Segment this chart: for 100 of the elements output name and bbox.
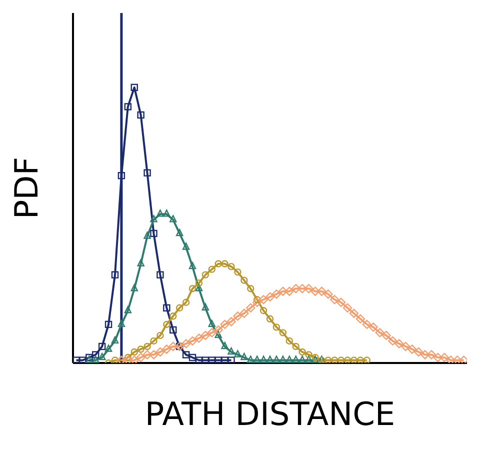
point (228, 262, 235, 270)
point (272, 290, 282, 299)
point (111, 356, 119, 363)
point (118, 320, 126, 328)
point (188, 262, 196, 270)
point (324, 356, 332, 363)
point (221, 342, 228, 350)
point (136, 352, 146, 362)
point (124, 103, 132, 110)
point (162, 344, 172, 354)
point (279, 356, 287, 363)
point (363, 356, 370, 363)
point (137, 259, 144, 266)
point (156, 210, 164, 217)
point (240, 308, 249, 318)
point (433, 352, 443, 362)
point (104, 344, 112, 352)
point (168, 342, 178, 352)
point (304, 284, 314, 294)
point (266, 315, 274, 323)
point (414, 347, 424, 357)
point (150, 215, 158, 222)
point (426, 350, 436, 360)
point (163, 304, 170, 312)
point (350, 356, 358, 363)
point (228, 356, 235, 363)
point (336, 298, 346, 307)
point (130, 284, 138, 292)
point (144, 169, 151, 176)
point (272, 356, 280, 363)
point (156, 347, 165, 357)
point (118, 172, 126, 180)
point (279, 329, 287, 336)
point (292, 342, 300, 350)
point (220, 320, 230, 330)
point (194, 334, 204, 343)
point (375, 328, 384, 338)
point (240, 276, 248, 284)
point (137, 346, 144, 353)
point (176, 304, 184, 312)
point (195, 279, 203, 287)
point (234, 268, 242, 276)
point (291, 284, 300, 294)
point (349, 308, 359, 318)
point (214, 260, 222, 268)
point (362, 320, 372, 330)
y-axis-title: PDF (7, 156, 46, 220)
point (156, 271, 164, 278)
point (266, 356, 274, 363)
point (258, 295, 268, 304)
point (420, 350, 430, 360)
point (272, 324, 280, 331)
point (111, 271, 119, 278)
point (246, 303, 256, 312)
point (208, 266, 216, 273)
point (182, 351, 190, 358)
point (382, 330, 391, 340)
point (207, 328, 216, 338)
point (356, 314, 366, 324)
point (247, 356, 254, 363)
point (181, 339, 191, 348)
point (170, 326, 177, 334)
point (156, 332, 164, 340)
point (286, 337, 293, 345)
point (163, 320, 170, 328)
point (176, 228, 184, 236)
point (240, 352, 248, 360)
point (170, 312, 177, 320)
point (170, 215, 177, 222)
point (286, 356, 293, 363)
point (342, 303, 352, 312)
point (260, 356, 268, 363)
point (298, 356, 306, 363)
point (260, 307, 268, 314)
point (92, 356, 100, 363)
point (226, 317, 236, 326)
point (356, 356, 364, 363)
point (188, 354, 196, 362)
point (292, 356, 300, 363)
point (208, 320, 216, 328)
point (253, 356, 261, 363)
point (401, 342, 410, 352)
point (195, 284, 203, 292)
point (278, 286, 288, 296)
point (137, 111, 144, 119)
point (305, 351, 312, 358)
point (408, 344, 417, 354)
point (234, 350, 242, 358)
point (440, 352, 449, 362)
point (98, 352, 106, 360)
point (214, 330, 222, 338)
point (202, 271, 210, 278)
point (182, 298, 190, 306)
x-axis-title: PATH DISTANCE (144, 395, 396, 433)
point (98, 342, 106, 350)
point (144, 342, 151, 350)
point (253, 296, 261, 304)
point (130, 84, 138, 92)
point (305, 356, 312, 363)
point (150, 230, 158, 238)
